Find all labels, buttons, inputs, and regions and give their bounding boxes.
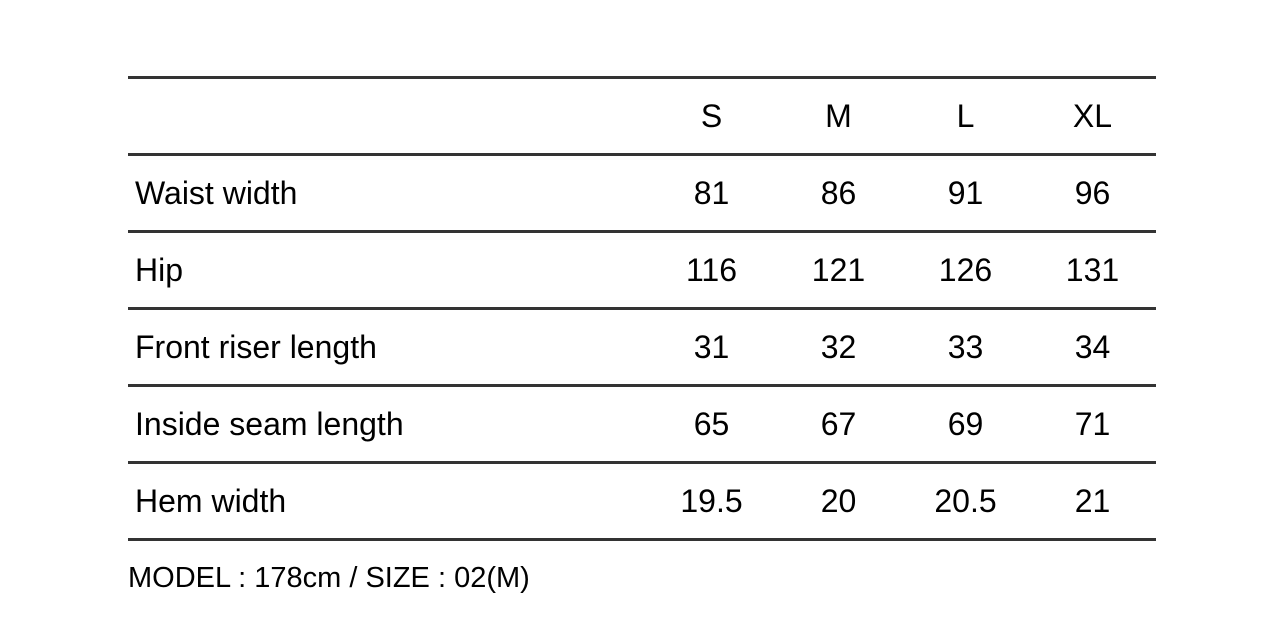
measurement-cell: 116 <box>648 230 775 310</box>
measurement-cell: 96 <box>1029 153 1156 233</box>
row-label: Hem width <box>128 461 648 541</box>
measurement-cell: 34 <box>1029 307 1156 387</box>
measurement-cell: 121 <box>775 230 902 310</box>
size-chart-table: S M L XL Waist width 81 86 91 96 Hip 116 121 126… <box>128 76 1156 541</box>
table-row: Front riser length 31 32 33 34 <box>128 307 1156 387</box>
table-row: Hip 116 121 126 131 <box>128 230 1156 310</box>
measurement-cell: 33 <box>902 307 1029 387</box>
row-label: Hip <box>128 230 648 310</box>
measurement-cell: 20 <box>775 461 902 541</box>
measurement-cell: 20.5 <box>902 461 1029 541</box>
row-label: Inside seam length <box>128 384 648 464</box>
header-size-l: L <box>902 76 1029 156</box>
measurement-cell: 32 <box>775 307 902 387</box>
measurement-cell: 19.5 <box>648 461 775 541</box>
measurement-cell: 131 <box>1029 230 1156 310</box>
measurement-cell: 69 <box>902 384 1029 464</box>
table-row: Hem width 19.5 20 20.5 21 <box>128 461 1156 541</box>
measurement-cell: 31 <box>648 307 775 387</box>
header-size-xl: XL <box>1029 76 1156 156</box>
table-row: Inside seam length 65 67 69 71 <box>128 384 1156 464</box>
measurement-cell: 21 <box>1029 461 1156 541</box>
measurement-cell: 81 <box>648 153 775 233</box>
model-size-note: MODEL : 178cm / SIZE : 02(M) <box>128 562 530 594</box>
measurement-cell: 67 <box>775 384 902 464</box>
header-empty <box>128 76 648 156</box>
table-row: Waist width 81 86 91 96 <box>128 153 1156 233</box>
header-size-s: S <box>648 76 775 156</box>
measurement-cell: 91 <box>902 153 1029 233</box>
row-label: Waist width <box>128 153 648 233</box>
measurement-cell: 126 <box>902 230 1029 310</box>
header-row: S M L XL <box>128 76 1156 156</box>
measurement-cell: 65 <box>648 384 775 464</box>
measurement-cell: 71 <box>1029 384 1156 464</box>
header-size-m: M <box>775 76 902 156</box>
measurement-cell: 86 <box>775 153 902 233</box>
row-label: Front riser length <box>128 307 648 387</box>
